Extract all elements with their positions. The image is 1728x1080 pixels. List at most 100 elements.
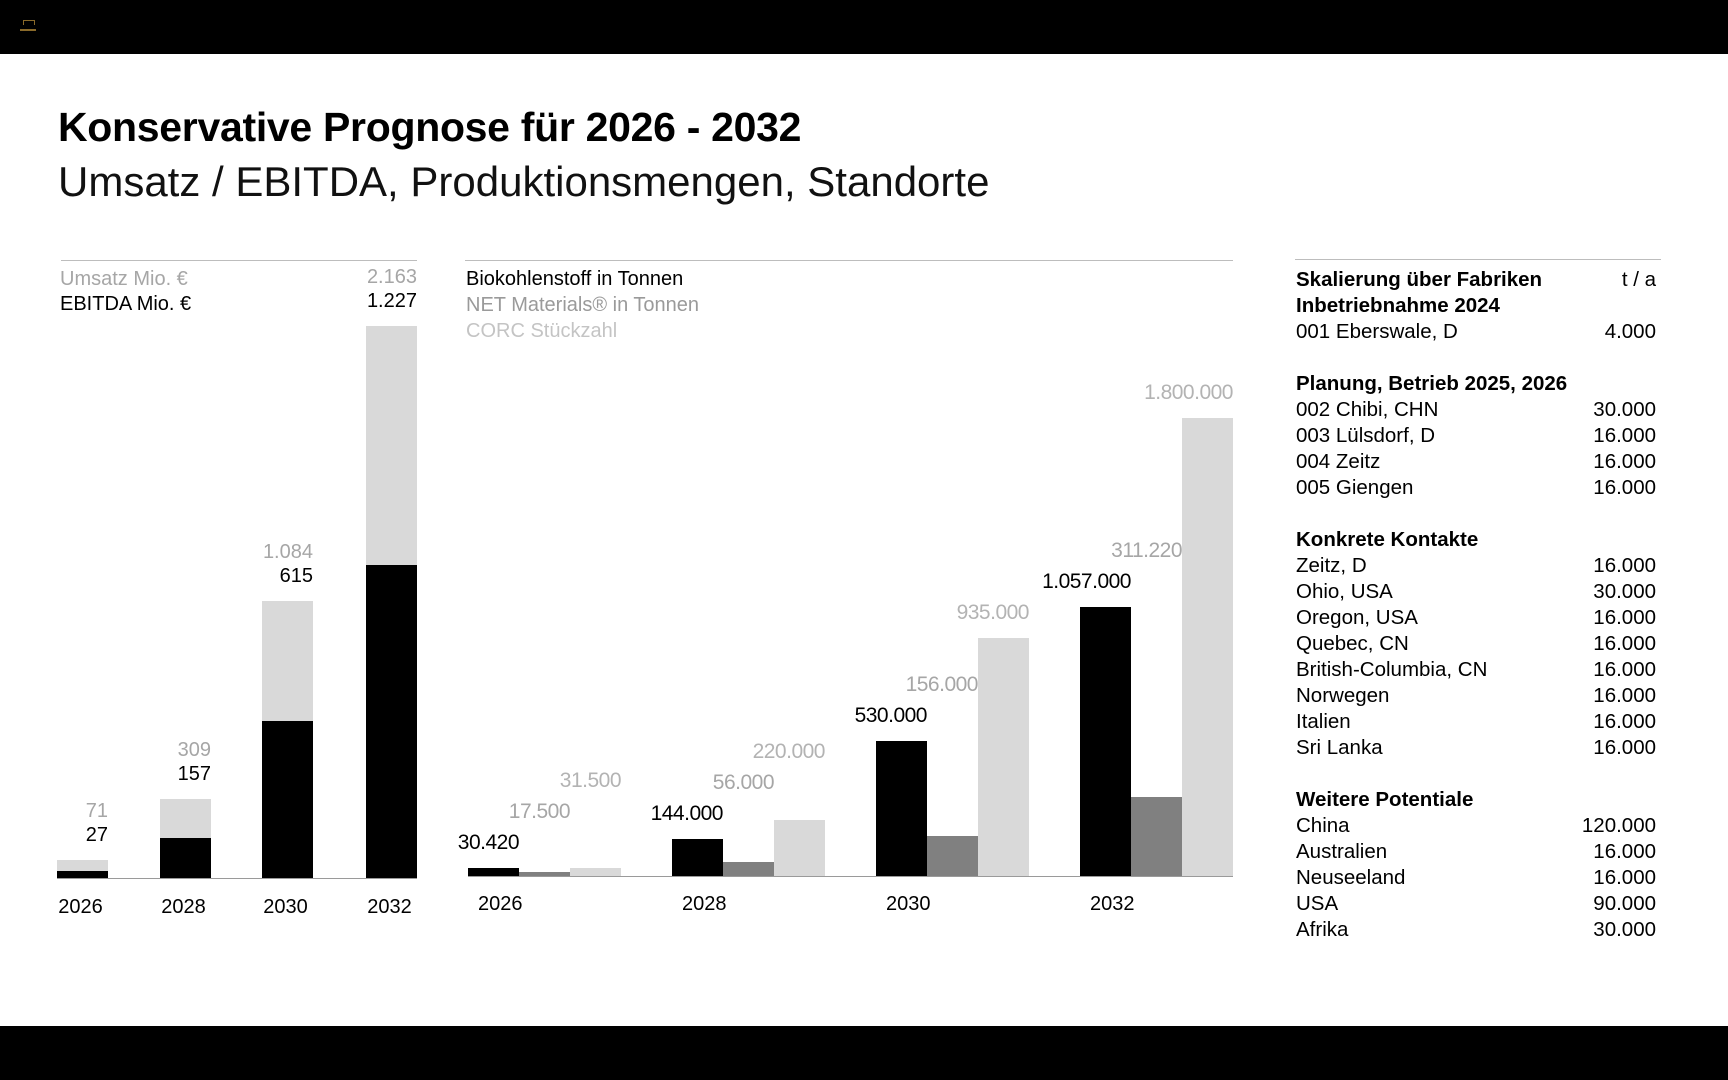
site-capacity: 16.000 xyxy=(1593,606,1656,629)
table-row: Australien 16.000 xyxy=(1296,839,1656,865)
label-ebitda: 157 xyxy=(177,763,211,786)
site-capacity: 16.000 xyxy=(1593,840,1656,863)
chart-divider xyxy=(465,260,1233,261)
label-net-materials: 56.000 xyxy=(712,771,775,795)
site-name: Italien xyxy=(1296,710,1351,733)
bar-biokohlenstoff xyxy=(1080,607,1131,876)
bar-corc xyxy=(570,867,621,876)
label-net-materials: 17.500 xyxy=(508,800,571,824)
table-row: Italien 16.000 xyxy=(1296,709,1656,735)
x-tick-label: 2030 xyxy=(263,896,308,918)
site-capacity: 16.000 xyxy=(1593,424,1656,447)
section-header: Weitere Potentiale xyxy=(1296,787,1656,813)
site-name: USA xyxy=(1296,892,1339,915)
x-tick-label: 2030 xyxy=(886,893,931,915)
label-corc: 1.800.000 xyxy=(1144,381,1233,404)
site-name: Norwegen xyxy=(1296,684,1390,707)
table-row: Zeitz, D 16.000 xyxy=(1296,553,1656,579)
label-biokohlenstoff: 30.420 xyxy=(457,831,520,855)
site-capacity: 120.000 xyxy=(1581,814,1656,837)
label-umsatz: 2.163 xyxy=(366,266,417,288)
bar-biokohlenstoff xyxy=(672,839,723,876)
site-capacity: 16.000 xyxy=(1593,632,1656,655)
label-umsatz: 309 xyxy=(177,739,211,762)
label-net-materials: 156.000 xyxy=(905,673,979,697)
table-row: Norwegen 16.000 xyxy=(1296,683,1656,709)
label-umsatz: 1.084 xyxy=(262,541,313,564)
spacer-row xyxy=(1296,345,1656,371)
bar-corc xyxy=(774,820,825,876)
bar-ebitda xyxy=(262,721,313,878)
table-row: 005 Giengen 16.000 xyxy=(1296,475,1656,501)
bar-biokohlenstoff xyxy=(468,868,519,876)
label-biokohlenstoff: 1.057.000 xyxy=(1042,570,1131,594)
table-row: China 120.000 xyxy=(1296,813,1656,839)
label-net-materials: 311.220 xyxy=(1111,539,1182,563)
site-capacity: 30.000 xyxy=(1593,918,1656,941)
table-row: Neuseeland 16.000 xyxy=(1296,865,1656,891)
table-row: Sri Lanka 16.000 xyxy=(1296,735,1656,761)
site-capacity: 16.000 xyxy=(1593,658,1656,681)
x-axis xyxy=(468,876,1233,877)
label-ebitda: 27 xyxy=(85,823,108,846)
label-biokohlenstoff: 530.000 xyxy=(854,704,928,728)
bar-net-materials xyxy=(1131,796,1182,876)
site-capacity: 30.000 xyxy=(1593,580,1656,603)
bar-net-materials xyxy=(519,871,570,876)
section-header: Planung, Betrieb 2025, 2026 xyxy=(1296,371,1656,397)
chart-divider xyxy=(61,260,417,261)
legend-net-materials: NET Materials® in Tonnen xyxy=(466,294,699,316)
top-letterbox-bar xyxy=(0,0,1728,54)
page-subtitle: Umsatz / EBITDA, Produktionsmengen, Stan… xyxy=(58,158,990,205)
table-row: Ohio, USA 30.000 xyxy=(1296,579,1656,605)
bar-corc xyxy=(978,638,1029,876)
table-row: USA 90.000 xyxy=(1296,891,1656,917)
site-name: Ohio, USA xyxy=(1296,580,1393,603)
label-umsatz: 71 xyxy=(85,799,108,822)
x-tick-label: 2032 xyxy=(367,896,412,918)
page-title: Konservative Prognose für 2026 - 2032 xyxy=(58,104,802,150)
site-name: 003 Lülsdorf, D xyxy=(1296,424,1436,447)
table-row: Afrika 30.000 xyxy=(1296,917,1656,943)
x-axis xyxy=(57,878,417,879)
section-header: Skalierung über Fabriken t / a xyxy=(1296,267,1656,293)
bar-ebitda xyxy=(160,837,211,878)
section-title: Skalierung über Fabriken xyxy=(1296,268,1543,291)
bar-ebitda xyxy=(366,564,417,878)
table-row: 003 Lülsdorf, D 16.000 xyxy=(1296,423,1656,449)
site-capacity: 16.000 xyxy=(1593,866,1656,889)
x-tick-label: 2032 xyxy=(1090,893,1135,915)
site-capacity: 90.000 xyxy=(1593,892,1656,915)
site-capacity: 16.000 xyxy=(1593,736,1656,759)
site-name: China xyxy=(1296,814,1350,837)
site-name: 002 Chibi, CHN xyxy=(1296,398,1439,421)
label-biokohlenstoff: 144.000 xyxy=(650,802,724,826)
label-ebitda: 615 xyxy=(279,565,313,588)
label-corc: 220.000 xyxy=(752,740,826,764)
x-tick-label: 2028 xyxy=(161,896,206,918)
bar-ebitda xyxy=(57,871,108,878)
site-name: 001 Eberswale, D xyxy=(1296,320,1458,343)
site-name: Quebec, CN xyxy=(1296,632,1409,655)
spacer-row xyxy=(1296,761,1656,787)
table-row: Oregon, USA 16.000 xyxy=(1296,605,1656,631)
site-name: Neuseeland xyxy=(1296,866,1406,889)
site-name: 004 Zeitz xyxy=(1296,450,1381,473)
x-tick-label: 2028 xyxy=(682,893,727,915)
section-title: Planung, Betrieb 2025, 2026 xyxy=(1296,372,1568,395)
table-row: 001 Eberswale, D 4.000 xyxy=(1296,319,1656,345)
x-tick-label: 2026 xyxy=(478,893,523,915)
site-name: Oregon, USA xyxy=(1296,606,1418,629)
label-corc: 31.500 xyxy=(559,769,622,793)
label-ebitda: 1.227 xyxy=(366,290,417,312)
label-corc: 935.000 xyxy=(956,601,1030,625)
bar-biokohlenstoff xyxy=(876,741,927,876)
table-row: 004 Zeitz 16.000 xyxy=(1296,449,1656,475)
bar-net-materials xyxy=(723,861,774,876)
site-name: 005 Giengen xyxy=(1296,476,1414,499)
site-name: Zeitz, D xyxy=(1296,554,1367,577)
legend-corc: CORC Stückzahl xyxy=(466,320,618,342)
section-title: Weitere Potentiale xyxy=(1296,788,1474,811)
table-row: British-Columbia, CN 16.000 xyxy=(1296,657,1656,683)
section-title: Inbetriebnahme 2024 xyxy=(1296,294,1500,317)
